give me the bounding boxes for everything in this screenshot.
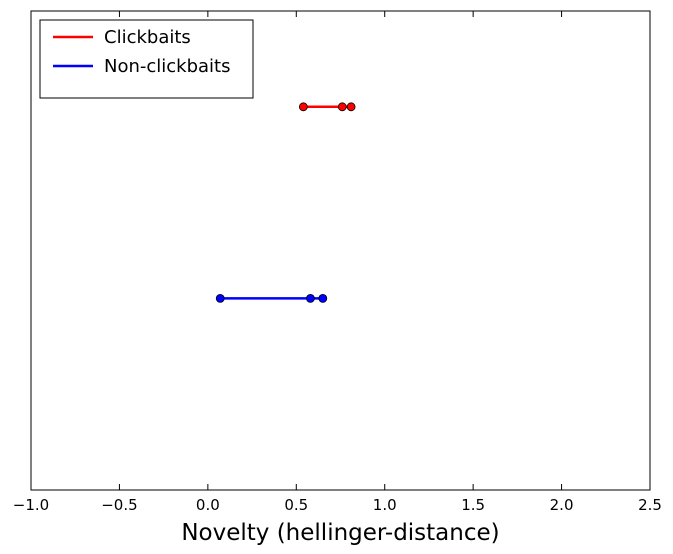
x-axis-title: Novelty (hellinger-distance) [181, 520, 499, 546]
x-tick-label: 1.0 [373, 496, 397, 514]
x-axis-ticks: −1.0 −0.5 0.0 0.5 1.0 1.5 2.0 2.5 [13, 11, 662, 514]
x-tick-label: 0.5 [284, 496, 308, 514]
legend-box [39, 19, 254, 99]
x-tick-label: 1.5 [461, 496, 485, 514]
data-point [337, 102, 347, 112]
data-point [306, 293, 315, 303]
data-point [298, 102, 308, 112]
legend: Clickbaits Non-clickbaits [39, 19, 254, 99]
x-tick-label: 2.0 [550, 496, 574, 514]
data-point [215, 293, 225, 303]
x-tick-label: −1.0 [13, 496, 49, 514]
series-layer [215, 102, 356, 303]
x-tick-label: −0.5 [101, 496, 137, 514]
legend-label: Clickbaits [104, 27, 191, 48]
x-tick-label: 0.0 [196, 496, 220, 514]
legend-label: Non-clickbaits [104, 56, 231, 77]
data-point [318, 293, 328, 303]
plot-frame [30, 10, 651, 491]
x-tick-label: 2.5 [638, 496, 662, 514]
data-point [346, 102, 356, 112]
